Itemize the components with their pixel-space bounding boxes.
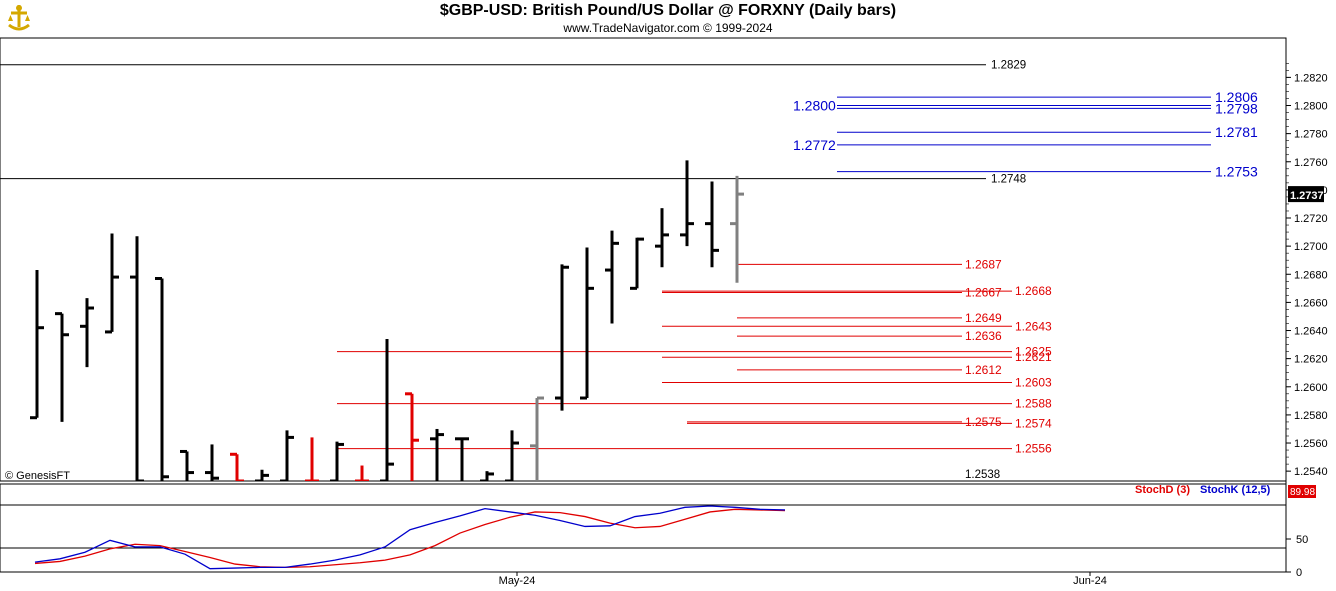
ohlc-bar — [255, 469, 269, 481]
support-label: 1.2574 — [1015, 416, 1052, 430]
ohlc-bar — [355, 465, 369, 481]
support-label: 1.2636 — [965, 329, 1002, 343]
price-plot-area: 1.2829 1.2748 1.2806 1.2800 1.2798 1.2781 1.27… — [0, 60, 1258, 481]
ohlc-bar — [305, 437, 319, 481]
ohlc-bar — [30, 270, 44, 420]
partial-level-label: 1.2538 — [965, 469, 1000, 481]
stoch-k-line — [34, 505, 786, 570]
stoch-k-legend: StochK (12,5) — [1200, 484, 1271, 496]
support-label: 1.2649 — [965, 311, 1002, 325]
support-label: 1.2575 — [965, 415, 1002, 429]
ohlc-bar — [730, 175, 744, 283]
ohlc-bar — [205, 444, 219, 481]
x-axis-label: May-24 — [499, 575, 536, 587]
ohlc-bar — [630, 237, 644, 290]
chart-title: $GBP-USD: British Pound/US Dollar @ FORX… — [439, 2, 897, 19]
stoch-d-legend: StochD (3) — [1135, 484, 1190, 496]
stoch-last-label: 89.98 — [1290, 487, 1315, 498]
ohlc-bar — [155, 276, 169, 481]
chart-header: $GBP-USD: British Pound/US Dollar @ FORX… — [0, 0, 1336, 38]
ohlc-bar — [430, 428, 444, 481]
axes: 1.2540 1.2560 1.2580 1.2600 1.2620 1.2640 1.26… — [499, 38, 1336, 587]
ohlc-bar — [180, 449, 194, 481]
watermark: © GenesisFT — [5, 470, 70, 482]
chart-subtitle: www.TradeNavigator.com © 1999-2024 — [563, 21, 773, 35]
resistance-label: 1.2753 — [1215, 164, 1258, 180]
ohlc-bar — [330, 441, 344, 481]
stoch-tick-label: 0 — [1296, 567, 1302, 579]
ohlc-bar — [380, 338, 394, 481]
ohlc-bar — [530, 396, 544, 481]
ohlc-bar — [680, 160, 694, 247]
price-tick-label: 1.2600 — [1294, 382, 1328, 394]
price-tick-label: 1.2620 — [1294, 354, 1328, 366]
ohlc-bar — [230, 452, 244, 481]
price-tick-label: 1.2680 — [1294, 269, 1328, 281]
resistance-label: 1.2781 — [1215, 124, 1258, 140]
support-label: 1.2668 — [1015, 284, 1052, 298]
last-price-box — [1288, 186, 1324, 203]
ohlc-bar — [280, 430, 294, 481]
support-label: 1.2687 — [965, 257, 1002, 271]
price-tick-label: 1.2780 — [1294, 129, 1328, 141]
support-label: 1.2667 — [965, 286, 1002, 300]
price-tick-label: 1.2720 — [1294, 213, 1328, 225]
resistance-label: 1.2772 — [793, 137, 836, 153]
ohlc-bar — [480, 471, 494, 481]
price-tick-label: 1.2580 — [1294, 410, 1328, 422]
y-axis-area — [1286, 38, 1336, 572]
trade-navigator-logo-icon — [4, 3, 34, 33]
stochastic-panel: StochD (3) StochK (12,5) — [0, 483, 1287, 573]
price-tick-label: 1.2820 — [1294, 72, 1328, 84]
reference-label: 1.2748 — [991, 174, 1026, 186]
support-label: 1.2643 — [1015, 319, 1052, 333]
ohlc-bar — [580, 247, 594, 400]
price-tick-label: 1.2540 — [1294, 466, 1328, 478]
stoch-tick-label: 50 — [1296, 534, 1308, 546]
ohlc-bar — [80, 298, 94, 368]
support-label: 1.2612 — [965, 363, 1002, 377]
ohlc-bar — [605, 230, 619, 324]
price-tick-label: 1.2640 — [1294, 326, 1328, 338]
last-price-label: 1.2737 — [1290, 190, 1324, 202]
price-panel: 1.2829 1.2748 1.2806 1.2800 1.2798 1.2781 1.27… — [0, 37, 1287, 482]
stoch-d-line — [34, 508, 786, 569]
ohlc-bar — [655, 208, 669, 268]
support-label: 1.2588 — [1015, 397, 1052, 411]
support-label: 1.2621 — [1015, 350, 1052, 364]
stoch-last-box — [1288, 485, 1316, 498]
price-plot-frame — [0, 37, 1287, 482]
support-label: 1.2625 — [1015, 345, 1052, 359]
ohlc-bar — [705, 181, 719, 268]
ohlc-bar — [405, 392, 419, 481]
ohlc-bar — [555, 264, 569, 411]
support-label: 1.2556 — [1015, 442, 1052, 456]
price-tick-label: 1.2800 — [1294, 101, 1328, 113]
resistance-label: 1.2806 — [1215, 89, 1258, 105]
resistance-label: 1.2800 — [793, 98, 836, 114]
ohlc-bar — [455, 437, 469, 481]
ohlc-bar — [505, 430, 519, 481]
price-tick-label: 1.2700 — [1294, 241, 1328, 253]
ohlc-bar — [105, 233, 119, 334]
x-axis-label: Jun-24 — [1073, 575, 1107, 587]
price-tick-label: 1.2660 — [1294, 297, 1328, 309]
ohlc-bar — [55, 312, 69, 422]
price-tick-label: 1.2760 — [1294, 157, 1328, 169]
support-label: 1.2603 — [1015, 376, 1052, 390]
ohlc-bar — [130, 236, 144, 481]
resistance-label: 1.2798 — [1215, 100, 1258, 116]
reference-label: 1.2829 — [991, 60, 1026, 72]
price-tick-label: 1.2560 — [1294, 438, 1328, 450]
